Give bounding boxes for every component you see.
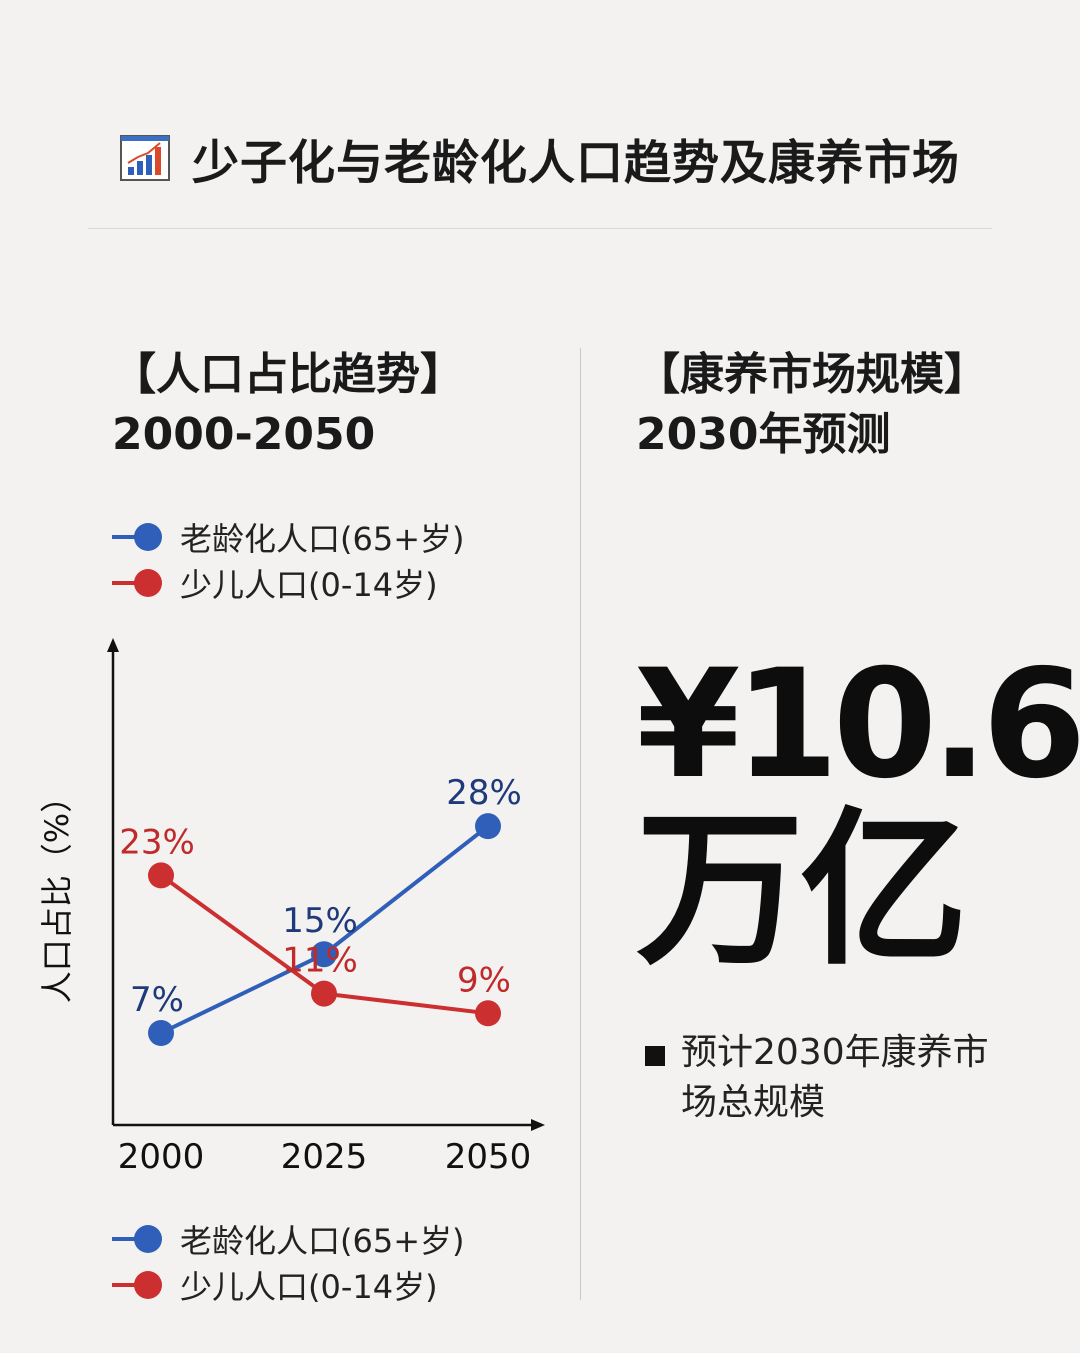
legend-swatch-elderly [112, 1224, 164, 1254]
x-tick-label: 2025 [281, 1137, 368, 1177]
data-point [311, 941, 337, 968]
chart-heading: 【人口占比趋势】 2000-2050 [112, 345, 464, 465]
legend-label-children: 少儿人口(0-14岁) [180, 566, 438, 604]
data-point [311, 980, 337, 1007]
market-note: 预计2030年康养市场总规模 [645, 1028, 1021, 1128]
legend-swatch-elderly [112, 522, 164, 552]
data-point [475, 813, 501, 840]
y-axis-label: 人口占比（%） [40, 781, 76, 1003]
market-heading: 【康养市场规模】 2030年预测 [636, 345, 988, 465]
legend-label-elderly: 老龄化人口(65+岁) [180, 520, 465, 558]
data-label: 23% [119, 822, 195, 862]
legend-swatch-children [112, 568, 164, 598]
x-axis-arrow [531, 1119, 545, 1131]
bar-chart-icon [120, 135, 170, 181]
chart-heading-line2: 2000-2050 [112, 409, 376, 460]
page-title: 少子化与老龄化人口趋势及康养市场 [192, 135, 960, 191]
x-tick-label: 2050 [445, 1137, 532, 1177]
data-label: 11% [282, 941, 358, 981]
legend-item-children: 少儿人口(0-14岁) [112, 1262, 465, 1308]
legend-item-children: 少儿人口(0-14岁) [112, 560, 465, 606]
y-axis-arrow [107, 638, 119, 652]
data-point [148, 1020, 174, 1046]
data-label: 28% [446, 773, 522, 813]
chart-heading-line1: 【人口占比趋势】 [112, 349, 464, 400]
market-size-value: ¥10.6 [636, 638, 1080, 812]
data-point [475, 1000, 501, 1027]
legend-bottom: 老龄化人口(65+岁) 少儿人口(0-14岁) [112, 1216, 465, 1308]
column-divider [580, 348, 581, 1300]
market-note-text: 预计2030年康养市场总规模 [681, 1032, 989, 1123]
market-heading-line1: 【康养市场规模】 [636, 349, 988, 400]
data-label: 15% [282, 901, 358, 941]
header-divider [88, 228, 992, 229]
bullet-square-icon [645, 1046, 665, 1066]
legend-label-children: 少儿人口(0-14岁) [180, 1268, 438, 1306]
legend-swatch-children [112, 1270, 164, 1300]
market-heading-line2: 2030年预测 [636, 409, 891, 460]
legend-top: 老龄化人口(65+岁) 少儿人口(0-14岁) [112, 514, 465, 606]
data-point [148, 862, 174, 889]
market-size-unit: 万亿 [636, 792, 968, 988]
data-label: 7% [130, 980, 184, 1020]
legend-item-elderly: 老龄化人口(65+岁) [112, 514, 465, 560]
page-header: 少子化与老龄化人口趋势及康养市场 [0, 118, 1080, 198]
legend-label-elderly: 老龄化人口(65+岁) [180, 1222, 465, 1260]
data-label: 9% [457, 960, 511, 1000]
legend-item-elderly: 老龄化人口(65+岁) [112, 1216, 465, 1262]
line-chart: 人口占比（%） 7% 15% 28% 23% 11% 9% 2000 2025 2050 [40, 638, 545, 1177]
x-tick-label: 2000 [118, 1137, 205, 1177]
